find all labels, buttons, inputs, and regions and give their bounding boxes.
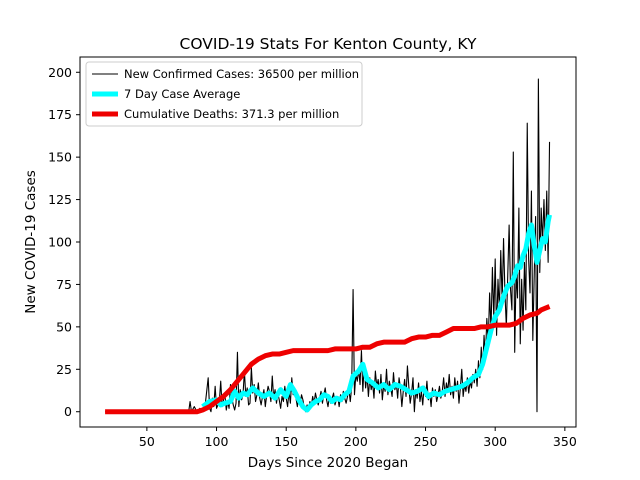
y-tick-label: 75 [56, 277, 72, 292]
y-tick-label: 100 [48, 235, 72, 250]
x-tick-label: 350 [553, 434, 577, 449]
x-axis-label: Days Since 2020 Began [248, 455, 409, 471]
series-line-2 [105, 304, 551, 415]
legend-label-0: New Confirmed Cases: 36500 per million [124, 67, 359, 81]
series-line-1 [201, 214, 552, 413]
y-tick-label: 175 [48, 107, 72, 122]
series-line-0 [105, 78, 551, 413]
x-axis: 50 100 150 200 250 300 350 [139, 427, 577, 449]
x-tick-label: 200 [344, 434, 368, 449]
y-tick-label: 150 [48, 150, 72, 165]
chart-title: COVID-19 Stats For Kenton County, KY [180, 35, 477, 53]
y-tick-label: 25 [56, 362, 72, 377]
legend: New Confirmed Cases: 36500 per million 7 … [85, 61, 363, 127]
legend-box [85, 61, 363, 127]
x-tick-label: 100 [205, 434, 229, 449]
x-tick-label: 150 [274, 434, 298, 449]
plot-area [105, 78, 552, 415]
y-axis-label: New COVID-19 Cases [23, 170, 39, 314]
legend-label-2: Cumulative Deaths: 371.3 per million [124, 107, 339, 121]
y-axis: 0 25 50 75 100 125 150 175 200 [48, 65, 80, 419]
legend-label-1: 7 Day Case Average [124, 87, 240, 101]
y-tick-label: 0 [64, 404, 72, 419]
x-tick-label: 300 [483, 434, 507, 449]
x-tick-label: 50 [139, 434, 155, 449]
x-tick-label: 250 [414, 434, 438, 449]
y-tick-label: 50 [56, 319, 72, 334]
y-tick-label: 125 [48, 192, 72, 207]
y-tick-label: 200 [48, 65, 72, 80]
